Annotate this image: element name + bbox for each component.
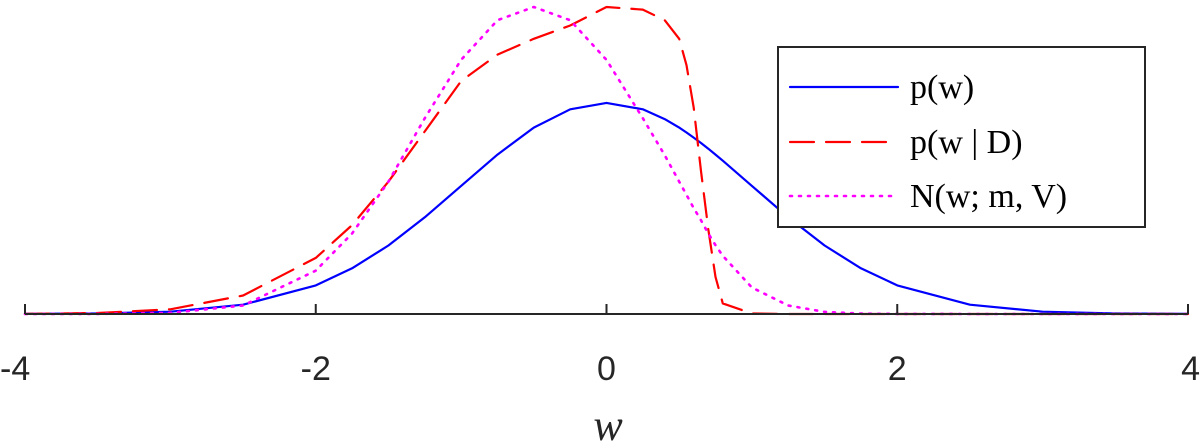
x-axis-label: w <box>593 401 623 447</box>
legend-label-1: p(w | D) <box>910 124 1023 161</box>
legend-label-2: N(w; m, V) <box>910 178 1067 215</box>
x-tick-label-0: -4 <box>0 350 30 388</box>
x-tick-label-1: -2 <box>301 350 331 388</box>
legend: p(w) p(w | D) N(w; m, V) <box>777 46 1146 228</box>
x-tick-label-3: 2 <box>888 350 907 388</box>
x-axis: -4 -2 0 2 4 <box>0 304 1200 388</box>
x-tick-label-2: 0 <box>597 350 616 388</box>
series-line-0 <box>23 101 1190 315</box>
x-tick-label-4: 4 <box>1181 350 1200 388</box>
legend-box <box>777 46 1146 228</box>
legend-label-0: p(w) <box>910 69 974 106</box>
